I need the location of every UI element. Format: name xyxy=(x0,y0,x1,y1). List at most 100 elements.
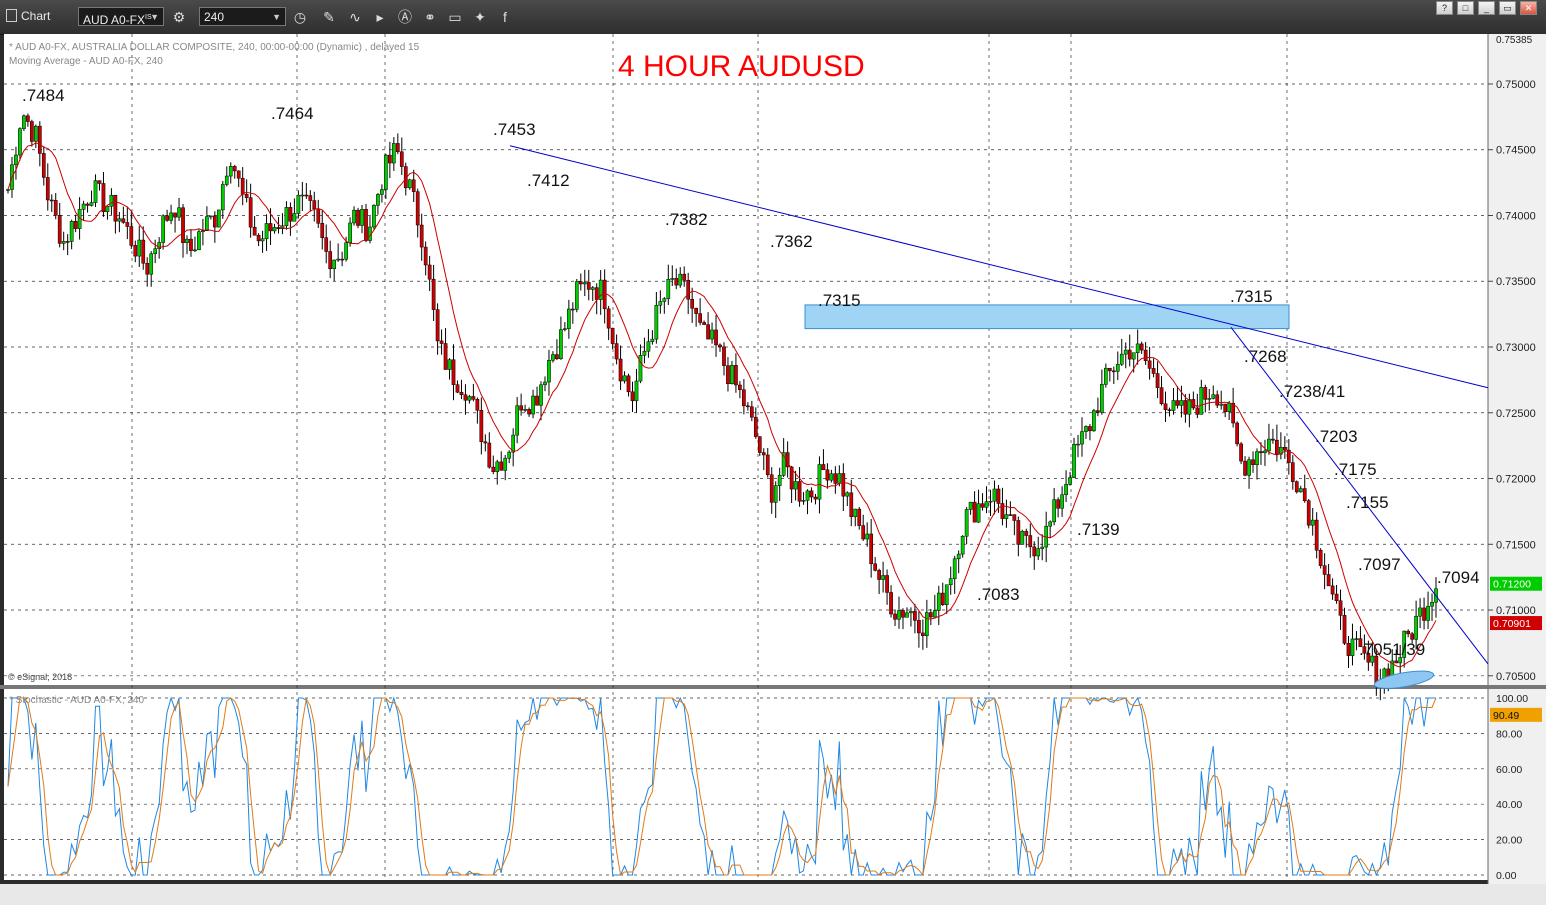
candle-body xyxy=(722,346,726,366)
candle-body xyxy=(411,179,416,192)
candle-body xyxy=(308,195,313,201)
interval-value: 240 xyxy=(204,10,225,24)
candle-body xyxy=(1223,403,1228,413)
candle-body xyxy=(455,384,460,393)
key-level-label: .7083 xyxy=(977,585,1020,604)
candle-body xyxy=(726,365,730,385)
candle-body xyxy=(1366,652,1371,663)
candle-body xyxy=(133,245,138,257)
top-value-label: 0.75385 xyxy=(1496,35,1533,46)
chevron-down-icon[interactable]: ▼ xyxy=(150,12,159,22)
candle-body xyxy=(598,279,603,300)
candle-body xyxy=(634,380,639,402)
settings-icon[interactable]: ⚙ xyxy=(172,9,186,25)
candle-body xyxy=(340,258,344,261)
restore-button[interactable]: ▭ xyxy=(1499,1,1516,15)
candle-body xyxy=(232,166,237,172)
candle-body xyxy=(718,344,722,348)
candle-body xyxy=(1155,373,1160,388)
candle-body xyxy=(1279,446,1283,455)
candle-body xyxy=(1282,446,1287,451)
candle-body xyxy=(861,525,866,540)
candle-body xyxy=(1334,593,1339,602)
candle-body xyxy=(1294,481,1299,493)
candle-body xyxy=(1056,499,1060,509)
candle-body xyxy=(1016,520,1021,545)
stochastic-d-line xyxy=(7,697,1437,877)
candle-body xyxy=(813,496,818,500)
candle-body xyxy=(101,183,106,213)
candle-body xyxy=(384,154,388,190)
chart-header-line: * AUD A0-FX, AUSTRALIA DOLLAR COMPOSITE,… xyxy=(9,42,420,53)
link-icon[interactable]: ⚭ xyxy=(424,9,436,25)
candle-body xyxy=(638,355,643,382)
candle-body xyxy=(1350,638,1355,656)
candle-body xyxy=(399,151,404,167)
candle-body xyxy=(793,481,798,490)
candle-body xyxy=(956,553,961,560)
candle-body xyxy=(567,308,571,329)
chevron-down-icon[interactable]: ▼ xyxy=(272,12,281,22)
candle-body xyxy=(57,215,62,244)
candle-body xyxy=(646,341,651,352)
candle-body xyxy=(1286,449,1291,463)
close-button[interactable]: ✕ xyxy=(1520,1,1537,15)
candle-body xyxy=(972,501,977,523)
candle-body xyxy=(1255,451,1259,466)
curve-icon[interactable]: ∿ xyxy=(349,9,361,25)
candle-body xyxy=(650,338,655,342)
text-icon[interactable]: Ⓐ xyxy=(398,9,412,25)
candle-body xyxy=(749,406,754,418)
play-icon[interactable]: ▸ xyxy=(376,9,384,25)
candle-body xyxy=(141,239,146,264)
candle-body xyxy=(849,492,854,517)
y-tick-label: 0.72000 xyxy=(1496,474,1536,486)
candle-body xyxy=(746,405,750,408)
minimize-button[interactable]: _ xyxy=(1478,1,1495,15)
candle-body xyxy=(1298,488,1303,493)
panel-divider xyxy=(0,685,1546,689)
symbol-input[interactable]: AUD A0-FXIS ▼ xyxy=(78,7,164,27)
candle-body xyxy=(1135,343,1140,353)
stoch-tick-label: 40.00 xyxy=(1496,799,1522,811)
candle-body xyxy=(1179,400,1184,406)
candle-body xyxy=(602,279,607,310)
candle-body xyxy=(431,278,436,310)
candle-body xyxy=(578,281,583,285)
moving-average-line xyxy=(7,142,1437,668)
candle-body xyxy=(105,205,110,213)
key-level-label: .7412 xyxy=(527,171,570,190)
candle-body xyxy=(435,309,440,342)
candle-body xyxy=(1251,459,1255,466)
pencil-icon[interactable]: ✎ xyxy=(323,9,335,25)
detach-button[interactable]: □ xyxy=(1457,1,1474,15)
last-price-tag: 0.71200 xyxy=(1493,579,1531,591)
key-level-label: .7382 xyxy=(665,210,708,229)
candle-body xyxy=(610,327,615,344)
candle-body xyxy=(837,473,842,484)
candle-body xyxy=(757,436,762,453)
candle-body xyxy=(360,209,364,226)
candle-body xyxy=(1275,439,1279,455)
candle-body xyxy=(841,473,846,497)
candle-body xyxy=(662,298,667,302)
clock-icon[interactable]: ◷ xyxy=(293,9,307,25)
interval-input[interactable]: 240 ▼ xyxy=(199,7,286,26)
candle-body xyxy=(865,533,870,540)
candle-body xyxy=(881,575,885,580)
candle-body xyxy=(1370,655,1375,663)
candle-body xyxy=(1326,574,1331,587)
candle-body xyxy=(1422,607,1426,621)
candle-body xyxy=(1203,387,1208,400)
comment-icon[interactable]: ▭ xyxy=(448,9,462,25)
candle-body xyxy=(1092,410,1096,432)
help-button[interactable]: ? xyxy=(1436,1,1453,15)
candle-body xyxy=(1338,600,1343,616)
candle-body xyxy=(594,287,599,300)
candle-body xyxy=(555,354,559,360)
chart-canvas[interactable]: 0.70500 0.71000 0.71500 0.72000 0.72500 0.730… xyxy=(0,34,1546,884)
facebook-icon[interactable]: f xyxy=(503,9,507,25)
candle-body xyxy=(853,508,858,517)
candle-body xyxy=(654,304,659,340)
twitter-icon[interactable]: ✦ xyxy=(474,9,486,25)
